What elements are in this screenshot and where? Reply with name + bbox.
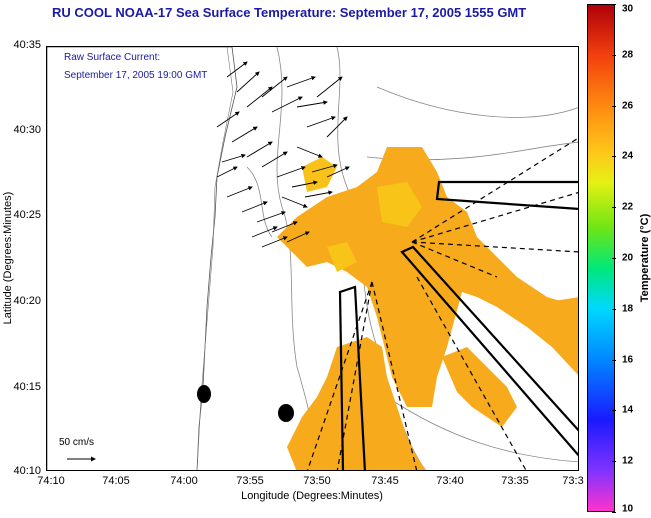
sst-cool-patches (327, 182, 422, 272)
current-vectors (216, 61, 350, 248)
y-tick-label: 40:10 (13, 465, 41, 477)
colorbar-tick-label: 14 (622, 404, 634, 416)
x-tick-label: 73:55 (236, 475, 264, 487)
temperature-colorbar (587, 4, 615, 512)
y-tick-label: 40:35 (13, 39, 41, 51)
current-legend-title: Raw Surface Current: (64, 52, 161, 63)
y-axis-label: Latitude (Degrees:Minutes) (2, 191, 14, 325)
y-tick-label: 40:30 (13, 124, 41, 136)
colorbar-tick-mark (612, 410, 616, 412)
colorbar-tick-label: 16 (622, 354, 634, 366)
colorbar-tick-label: 18 (622, 303, 634, 315)
radar-beams (307, 137, 578, 470)
vector-scale-label: 50 cm/s (59, 437, 95, 448)
x-tick-label: 74:05 (102, 475, 130, 487)
x-tick-label: 73:40 (436, 475, 464, 487)
colorbar-tick-label: 22 (622, 201, 634, 213)
x-tick-label: 73:3 (562, 475, 584, 487)
y-tick-label: 40:25 (13, 209, 41, 221)
x-tick-label: 73:50 (303, 475, 331, 487)
land-mass (47, 47, 238, 470)
colorbar-tick-mark (612, 258, 616, 259)
colorbar-tick-mark (612, 359, 616, 361)
sst-patches (277, 147, 578, 470)
map-title: RU COOL NOAA-17 Sea Surface Temperature:… (52, 5, 527, 20)
colorbar-tick-mark (612, 207, 616, 209)
study-boxes (338, 180, 578, 470)
colorbar-tick-mark (612, 4, 616, 5)
colorbar-tick-label: 26 (622, 100, 634, 112)
map-canvas (47, 47, 578, 470)
colorbar-tick-label: 30 (622, 3, 634, 15)
station-marker (278, 404, 294, 422)
y-tick-label: 40:15 (13, 381, 41, 393)
current-legend-date: September 17, 2005 19:00 GMT (64, 70, 208, 81)
x-tick-label: 74:00 (170, 475, 198, 487)
colorbar-tick-mark (612, 54, 616, 56)
colorbar-tick-mark (612, 156, 616, 158)
station-marker (197, 385, 211, 403)
colorbar-tick-mark (612, 512, 616, 513)
y-tick-label: 40:20 (13, 295, 41, 307)
coastline-detail (196, 47, 234, 470)
colorbar-label: Temperature (°C) (639, 213, 651, 303)
map-plot-area (46, 46, 579, 471)
colorbar-tick-label: 10 (622, 503, 634, 515)
colorbar-tick-label: 24 (622, 150, 634, 162)
x-tick-label: 73:35 (501, 475, 529, 487)
colorbar-tick-mark (612, 105, 616, 107)
colorbar-tick-label: 12 (622, 455, 634, 467)
colorbar-tick-label: 28 (622, 49, 634, 61)
colorbar-tick-mark (612, 308, 616, 310)
x-tick-label: 73:45 (371, 475, 399, 487)
colorbar-tick-mark (612, 461, 616, 463)
colorbar-tick-label: 20 (622, 252, 634, 264)
x-tick-label: 74:10 (37, 475, 65, 487)
x-axis-label: Longitude (Degrees:Minutes) (241, 490, 383, 502)
